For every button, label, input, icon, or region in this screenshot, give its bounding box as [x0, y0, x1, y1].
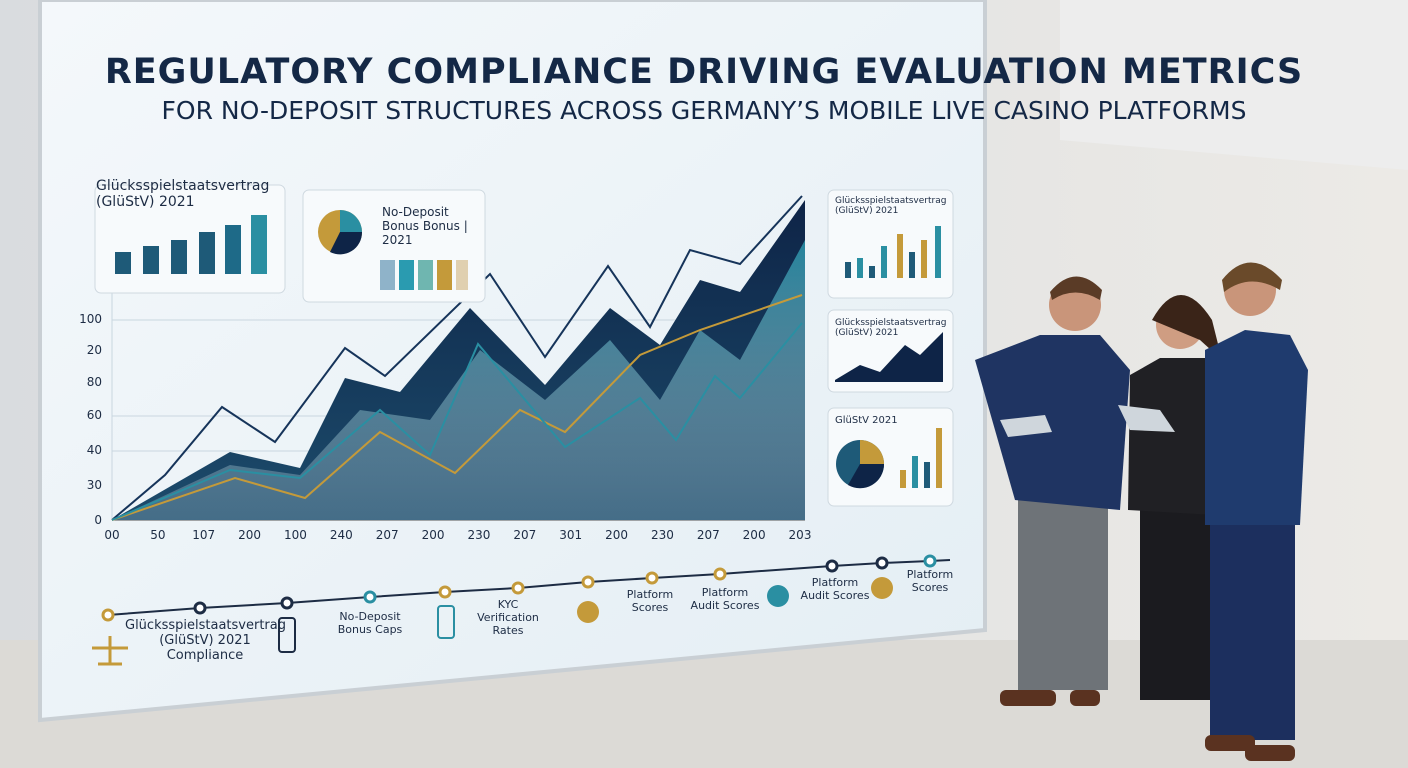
x-label: 200	[742, 528, 766, 542]
x-label: 200	[238, 528, 262, 542]
x-label: 200	[421, 528, 445, 542]
x-label: 100	[284, 528, 307, 542]
panel-title: Glücksspielstaatsvertrag (GlüStV) 2021	[835, 196, 947, 216]
y-label: 40	[86, 443, 102, 457]
timeline-label: Glücksspielstaatsvertrag (GlüStV) 2021 C…	[125, 618, 286, 663]
timeline-label: KYC Verification Rates	[477, 598, 539, 637]
x-label: 200	[605, 528, 628, 542]
y-label: 100	[79, 312, 102, 326]
timeline-label: Platform Audit Scores	[690, 586, 760, 612]
y-label: 30	[86, 478, 102, 492]
y-label: 0	[94, 513, 102, 527]
x-label: 207	[513, 528, 537, 542]
y-label: 80	[86, 375, 102, 389]
y-label: 20	[86, 343, 102, 357]
timeline-label: No-Deposit Bonus Caps	[337, 610, 403, 636]
subtitle: FOR NO-DEPOSIT STRUCTURES ACROSS GERMANY…	[161, 96, 1247, 125]
x-label: 230	[650, 528, 674, 542]
x-label: 207	[375, 528, 399, 542]
ceiling	[1060, 0, 1408, 170]
x-label: 240	[329, 528, 353, 542]
panel-title: Glücksspielstaatsvertrag (GlüStV) 2021	[835, 318, 947, 338]
timeline-label: Platform Audit Scores	[800, 576, 870, 602]
panel-title: GlüStV 2021	[835, 415, 898, 426]
x-label: 203	[788, 528, 812, 542]
timeline-label: Platform Scores	[626, 588, 674, 614]
x-label: 00	[104, 528, 120, 542]
timeline	[92, 554, 951, 666]
title: REGULATORY COMPLIANCE DRIVING EVALUATION…	[104, 52, 1304, 92]
x-label: 50	[150, 528, 166, 542]
panel-title: No-Deposit Bonus Bonus | 2021	[382, 205, 468, 247]
y-label: 60	[86, 408, 102, 422]
x-label: 107	[192, 528, 216, 542]
presenters	[975, 262, 1308, 761]
timeline-label: Platform Scores	[906, 568, 954, 594]
x-label: 301	[559, 528, 583, 542]
panel-title: Glücksspielstaatsvertrag (GlüStV) 2021	[96, 178, 270, 210]
x-label: 230	[467, 528, 491, 542]
x-label: 207	[696, 528, 720, 542]
panel-graphics	[115, 210, 943, 489]
main-chart	[111, 195, 805, 521]
